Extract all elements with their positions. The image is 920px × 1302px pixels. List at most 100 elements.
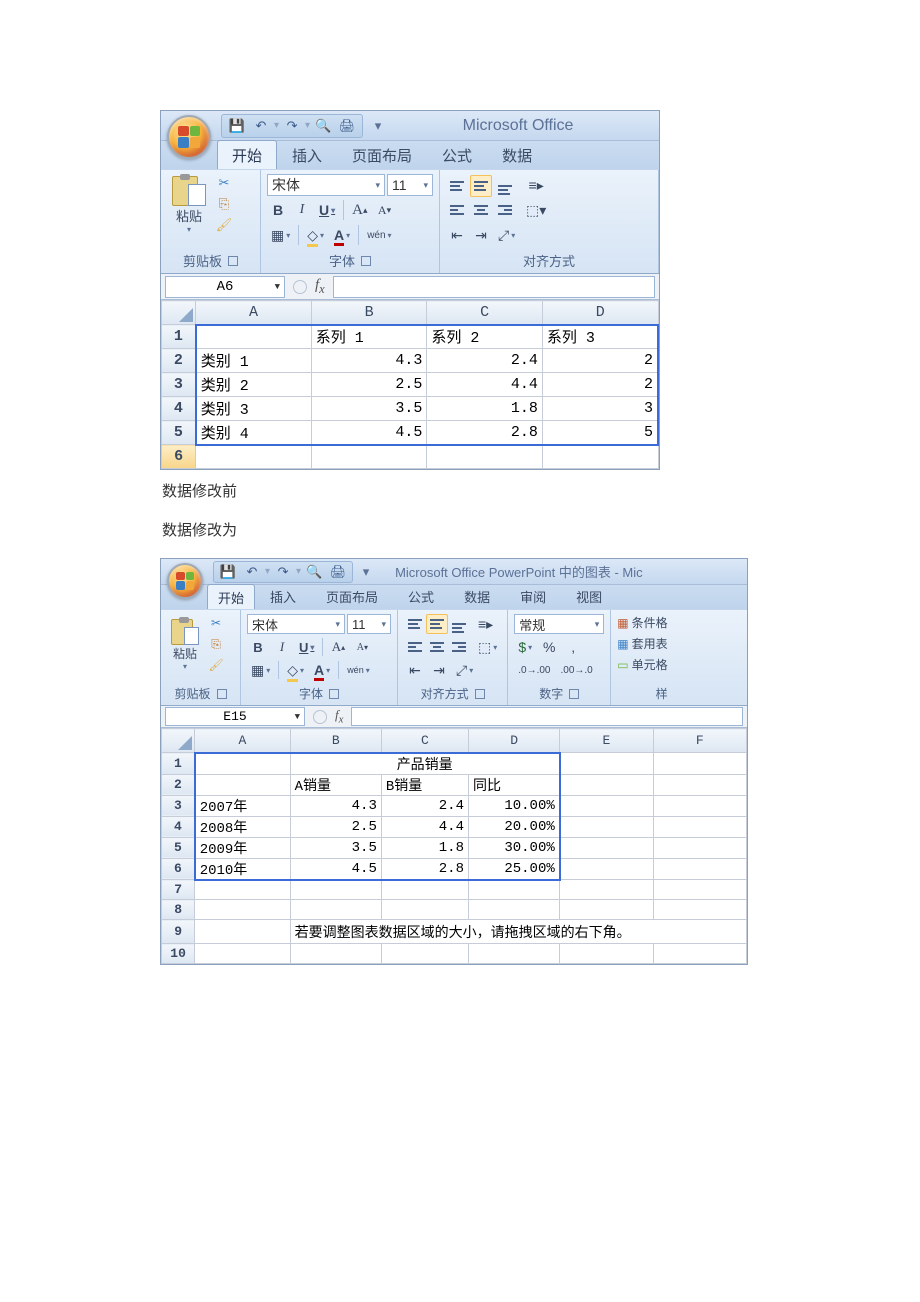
quick-print-icon[interactable]: 🖨 [329,563,347,581]
decrease-decimal-button[interactable]: .00→.0 [557,660,597,680]
office-button[interactable] [167,115,211,159]
print-preview-icon[interactable]: 🔍 [305,563,323,581]
col-header[interactable]: A [195,729,290,753]
number-format-combo[interactable]: 常规▾ [514,614,604,634]
font-size-combo[interactable]: 11▾ [347,614,391,634]
cell[interactable]: 4.4 [427,373,543,397]
fx-icon[interactable]: fx [327,707,351,726]
row-header[interactable]: 2 [162,774,195,795]
cell[interactable] [653,858,746,880]
percent-button[interactable]: % [538,637,560,657]
cell[interactable]: 20.00% [469,816,560,837]
col-header[interactable]: D [469,729,560,753]
cell[interactable]: B销量 [381,774,468,795]
tab-home[interactable]: 开始 [217,140,277,169]
cell[interactable] [290,880,381,900]
cut-icon[interactable]: ✂ [207,614,225,632]
qat-customize-icon[interactable]: ▾ [369,117,387,135]
underline-button[interactable]: U▾ [295,637,318,657]
phonetic-button[interactable]: wén▾ [363,224,395,246]
format-painter-icon[interactable]: 🖌 [215,216,233,234]
col-header[interactable]: C [427,301,543,325]
row-header[interactable]: 7 [162,880,195,900]
tab-data[interactable]: 数据 [449,582,505,609]
fill-color-button[interactable]: ◇▾ [303,224,328,246]
align-bottom-icon[interactable] [448,614,470,634]
font-name-combo[interactable]: 宋体▾ [267,174,385,196]
quick-print-icon[interactable]: 🖨 [338,117,356,135]
col-header[interactable]: B [311,301,427,325]
cell[interactable] [653,880,746,900]
cell[interactable] [653,944,746,964]
redo-icon[interactable]: ↷ [283,117,301,135]
cell[interactable]: 2.4 [381,795,468,816]
cell[interactable] [653,774,746,795]
decrease-indent-button[interactable]: ⇤ [404,660,426,680]
cell[interactable] [560,795,653,816]
grow-font-button[interactable]: A▴ [348,199,371,221]
cut-icon[interactable]: ✂ [215,174,233,192]
cell[interactable]: 2.8 [427,421,543,445]
bold-button[interactable]: B [247,637,269,657]
paste-button[interactable]: 粘贴 ▾ [167,617,203,671]
cell[interactable] [653,816,746,837]
cell[interactable] [542,445,658,469]
cell[interactable]: 2007年 [195,795,290,816]
cell[interactable] [653,795,746,816]
borders-button[interactable]: ▦▾ [247,660,274,680]
cell[interactable]: 4.5 [311,421,427,445]
cell[interactable] [560,774,653,795]
cell[interactable]: 同比 [469,774,560,795]
wrap-text-button[interactable]: ≡▸ [474,614,497,634]
align-right-icon[interactable] [494,199,516,221]
row-header[interactable]: 6 [162,445,196,469]
cell[interactable] [381,900,468,920]
row-header[interactable]: 4 [162,816,195,837]
merge-button[interactable]: ⬚▾ [522,199,550,221]
orientation-button[interactable]: ⤢▾ [494,224,519,246]
tab-insert[interactable]: 插入 [255,582,311,609]
cell[interactable]: 1.8 [427,397,543,421]
align-middle-icon[interactable] [426,614,448,634]
align-right-icon[interactable] [448,637,470,657]
cell[interactable]: A销量 [290,774,381,795]
format-table-button[interactable]: ▦套用表 [617,635,667,652]
cell[interactable] [195,944,290,964]
cell[interactable] [469,944,560,964]
align-bottom-icon[interactable] [494,175,516,197]
wrap-text-button[interactable]: ≡▸ [522,174,550,196]
cell[interactable]: 类别 2 [196,373,312,397]
row-header[interactable]: 6 [162,858,195,880]
qat-customize-icon[interactable]: ▾ [357,563,375,581]
copy-icon[interactable]: ⎘ [215,195,233,213]
font-launcher-icon[interactable] [361,256,371,266]
row-header[interactable]: 3 [162,373,196,397]
shrink-font-button[interactable]: A▾ [351,637,373,657]
currency-button[interactable]: $▾ [514,637,536,657]
cell[interactable]: 系列 1 [311,325,427,349]
cell[interactable]: 系列 3 [542,325,658,349]
row-header[interactable]: 3 [162,795,195,816]
cell[interactable] [653,753,746,775]
cell[interactable] [653,837,746,858]
undo-icon[interactable]: ↶ [243,563,261,581]
office-button[interactable] [167,563,203,599]
cell[interactable]: 2010年 [195,858,290,880]
font-color-button[interactable]: A▾ [330,224,354,246]
cell[interactable] [469,880,560,900]
cell[interactable]: 1.8 [381,837,468,858]
cell[interactable]: 30.00% [469,837,560,858]
cell[interactable]: 3.5 [290,837,381,858]
cell[interactable]: 4.3 [290,795,381,816]
clipboard-launcher-icon[interactable] [217,689,227,699]
italic-button[interactable]: I [291,199,313,221]
save-icon[interactable]: 💾 [219,563,237,581]
col-header[interactable]: C [381,729,468,753]
conditional-format-button[interactable]: ▦条件格 [617,614,667,631]
cell[interactable] [427,445,543,469]
merge-button[interactable]: ⬚▾ [474,637,501,657]
cell[interactable] [560,837,653,858]
cell[interactable] [469,900,560,920]
fx-icon[interactable]: fx [307,277,333,297]
font-launcher-icon[interactable] [329,689,339,699]
